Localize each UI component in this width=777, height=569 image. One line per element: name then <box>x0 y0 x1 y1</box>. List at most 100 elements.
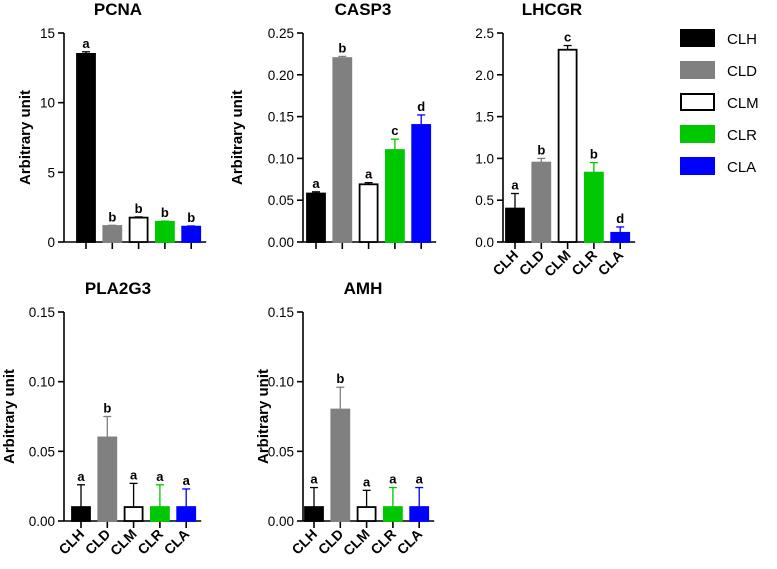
bar-cld <box>97 436 118 522</box>
y-tick-label: 0.05 <box>29 444 55 459</box>
legend-swatch-clh <box>680 29 715 47</box>
bar-clm <box>123 506 144 522</box>
x-category-label: CLM <box>340 526 373 559</box>
y-tick-label: 0.15 <box>268 305 294 320</box>
x-category-label: CLR <box>134 526 166 558</box>
x-category-label: CLD <box>315 526 347 558</box>
chart-title: CASP3 <box>335 0 392 19</box>
bar-clr <box>382 506 403 522</box>
y-tick-label: 0.10 <box>29 375 55 390</box>
bar-clh <box>306 192 326 243</box>
bar-cla <box>176 506 197 522</box>
x-category-label: CLR <box>367 526 399 558</box>
chart-title: PCNA <box>94 0 142 19</box>
bar-cla <box>610 231 631 243</box>
chart-panel-lhcgr: LHCGR 0.0 0.5 1.0 1.5 2.0 2.5 a CLH b CLD c CLM b CLR d… <box>475 0 636 280</box>
significance-letter: b <box>135 201 143 216</box>
bar-clm <box>356 506 377 522</box>
chart-panel-pcna: PCNA Arbitrary unit 0 5 10 15 a b b b b <box>17 0 207 250</box>
significance-letter: b <box>590 147 598 162</box>
legend-label: CLR <box>727 127 757 144</box>
bar-cld <box>102 225 123 243</box>
y-tick-label: 0 <box>47 235 55 250</box>
significance-letter: a <box>416 472 424 487</box>
y-axis-label: Arbitrary unit <box>255 369 272 464</box>
bar-clr <box>154 220 175 243</box>
chart-panel-amh: AMH Arbitrary unit 0.00 0.05 0.10 0.15 a CLH b CL… <box>255 279 435 559</box>
y-tick-label: 0.00 <box>29 514 55 529</box>
legend-label: CLM <box>727 95 759 112</box>
legend-label: CLD <box>727 63 757 80</box>
significance-letter: b <box>336 371 344 386</box>
y-tick-label: 0.00 <box>268 514 294 529</box>
y-tick-label: 1.0 <box>475 151 494 166</box>
x-category-label: CLA <box>595 247 627 279</box>
bar-clh <box>304 506 324 522</box>
chart-title: LHCGR <box>522 0 582 19</box>
y-axis-label: Arbitrary unit <box>17 90 34 185</box>
significance-letter: c <box>391 123 398 138</box>
chart-title: AMH <box>344 279 383 298</box>
y-tick-label: 2.5 <box>475 26 494 41</box>
chart-title: PLA2G3 <box>85 279 151 298</box>
chart-panel-pla2g3: PLA2G3 Arbitrary unit 0.00 0.05 0.10 0.15 a CLH… <box>1 279 202 559</box>
y-tick-label: 2.0 <box>475 68 494 83</box>
legend-label: CLA <box>727 159 756 176</box>
y-tick-label: 0.05 <box>268 444 294 459</box>
y-tick-label: 10 <box>40 96 55 111</box>
bar-clh <box>505 207 525 243</box>
significance-letter: b <box>161 205 169 220</box>
x-category-label: CLM <box>107 526 140 559</box>
bar-cla <box>409 506 430 522</box>
bar-clh <box>71 506 91 522</box>
significance-letter: d <box>417 99 425 114</box>
significance-letter: b <box>338 40 346 55</box>
bar-cla <box>411 124 432 243</box>
y-tick-label: 0.20 <box>268 68 294 83</box>
y-axis-label: Arbitrary unit <box>1 369 18 464</box>
significance-letter: a <box>310 472 318 487</box>
legend-label: CLH <box>727 31 757 48</box>
bar-clr <box>584 171 604 243</box>
y-tick-label: 0.10 <box>268 375 294 390</box>
significance-letter: a <box>183 473 191 488</box>
y-tick-label: 0.15 <box>268 110 294 125</box>
y-axis-label: Arbitrary unit <box>229 90 246 185</box>
y-tick-label: 0.0 <box>475 235 494 250</box>
significance-letter: a <box>130 467 138 482</box>
y-tick-label: 0.25 <box>268 26 294 41</box>
x-category-label: CLR <box>568 247 600 279</box>
bar-cld <box>332 57 353 243</box>
significance-letter: a <box>511 178 519 193</box>
significance-letter: b <box>103 401 111 416</box>
legend-swatch-clr <box>680 125 715 143</box>
bar-clr <box>384 149 405 243</box>
significance-letter: b <box>537 142 545 157</box>
x-category-label: CLD <box>516 247 548 279</box>
legend-swatch-clm <box>680 93 715 111</box>
y-tick-label: 0.00 <box>268 235 294 250</box>
y-tick-label: 15 <box>40 26 55 41</box>
bar-clh <box>76 53 96 243</box>
legend-swatch-cld <box>680 61 715 79</box>
y-tick-label: 5 <box>47 165 55 180</box>
legend: CLH CLD CLM CLR CLA <box>680 29 759 176</box>
bar-cla <box>181 225 202 243</box>
significance-letter: a <box>312 176 320 191</box>
bar-clm <box>128 216 149 243</box>
x-category-label: CLD <box>82 526 114 558</box>
bar-clm <box>557 48 578 243</box>
bar-cld <box>330 408 351 522</box>
significance-letter: a <box>363 474 371 489</box>
significance-letter: c <box>564 30 571 45</box>
chart-panel-casp3: CASP3 Arbitrary unit 0.00 0.05 0.10 0.15 0.20 0… <box>229 0 437 250</box>
significance-letter: a <box>77 469 85 484</box>
y-tick-label: 0.05 <box>268 193 294 208</box>
x-category-label: CLA <box>394 526 426 558</box>
significance-letter: a <box>389 472 397 487</box>
x-category-label: CLM <box>541 247 574 280</box>
y-tick-label: 0.5 <box>475 193 494 208</box>
bar-cld <box>531 161 552 243</box>
x-category-label: CLH <box>288 526 320 558</box>
